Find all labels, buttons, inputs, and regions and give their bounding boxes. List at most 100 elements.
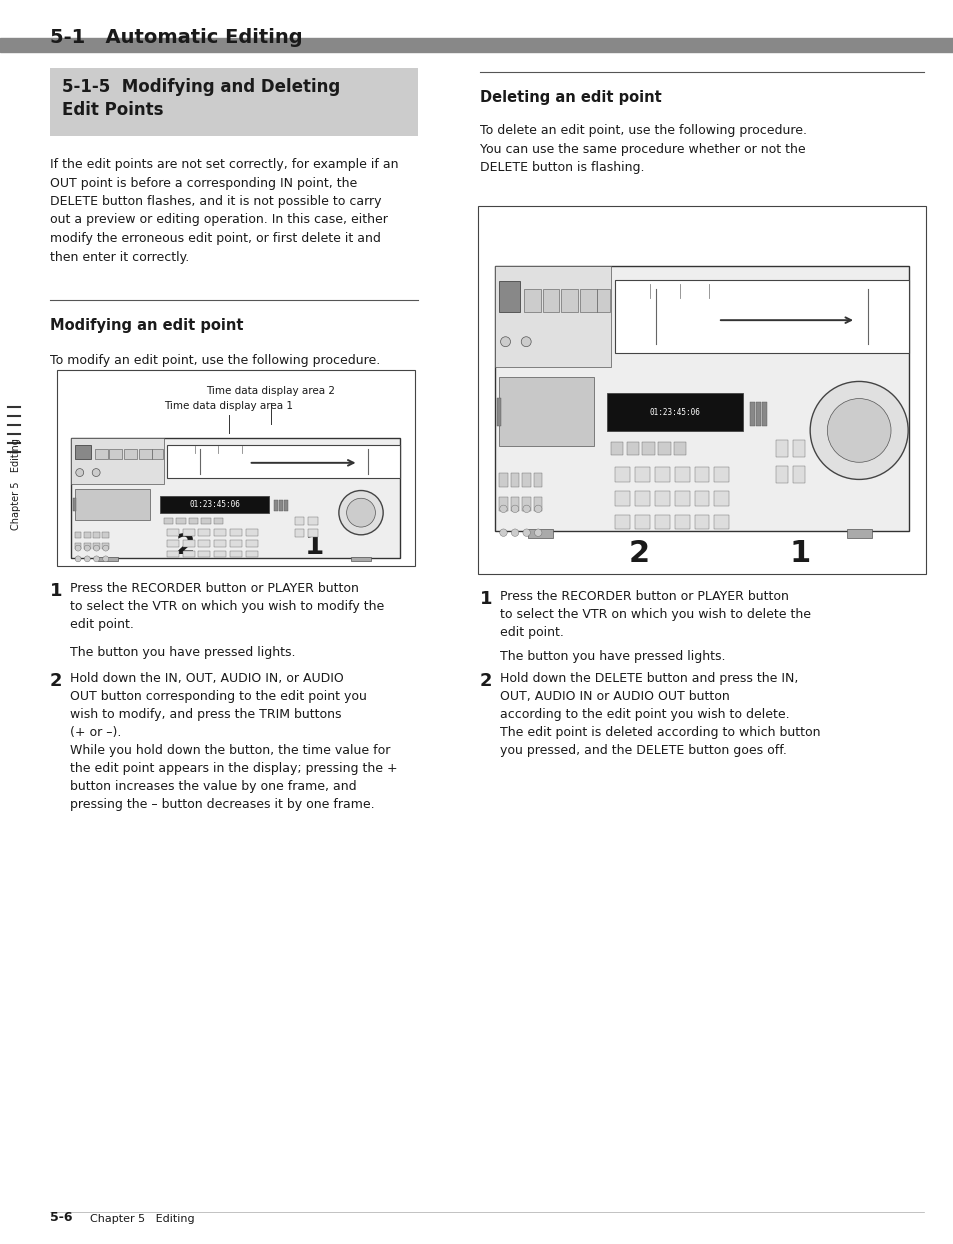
Text: 5-6: 5-6 (50, 1210, 72, 1224)
Bar (308, 516, 317, 525)
Bar (71, 438, 400, 559)
Bar (615, 280, 908, 353)
Bar (230, 529, 242, 536)
Bar (792, 439, 803, 457)
Text: Deleting an edit point: Deleting an edit point (479, 90, 661, 104)
Bar (694, 468, 709, 481)
Circle shape (499, 505, 507, 513)
Circle shape (75, 556, 81, 562)
Bar (761, 402, 766, 425)
Bar (792, 466, 803, 484)
Circle shape (93, 556, 99, 562)
Text: 2: 2 (176, 532, 195, 560)
Bar (246, 551, 257, 557)
Bar (160, 496, 269, 513)
Circle shape (826, 398, 890, 463)
Bar (71, 438, 164, 484)
Bar (615, 491, 629, 505)
Bar (294, 516, 304, 525)
Text: To delete an edit point, use the following procedure.
You can use the same proce: To delete an edit point, use the followi… (479, 124, 806, 174)
Bar (139, 449, 152, 459)
Bar (201, 518, 211, 524)
Circle shape (522, 505, 530, 513)
Circle shape (103, 556, 109, 562)
Bar (74, 489, 151, 520)
Bar (167, 529, 178, 536)
Circle shape (75, 469, 84, 476)
Bar (167, 445, 400, 478)
Circle shape (511, 529, 518, 536)
Bar (641, 442, 654, 454)
Bar (498, 377, 594, 447)
Bar (93, 532, 100, 539)
Text: Hold down the DELETE button and press the IN,
OUT, AUDIO IN or AUDIO OUT button
: Hold down the DELETE button and press th… (499, 672, 798, 722)
Circle shape (499, 529, 507, 536)
Bar (674, 515, 689, 530)
Bar (497, 398, 500, 425)
Bar (50, 68, 417, 136)
Bar (57, 369, 415, 566)
Text: To modify an edit point, use the following procedure.: To modify an edit point, use the followi… (50, 355, 380, 367)
Circle shape (84, 556, 91, 562)
Bar (673, 442, 685, 454)
Bar (498, 473, 507, 488)
Bar (278, 500, 282, 510)
Bar (198, 551, 210, 557)
Bar (523, 290, 540, 311)
Circle shape (93, 545, 99, 551)
Bar (214, 551, 226, 557)
Circle shape (534, 505, 541, 513)
Bar (714, 515, 728, 530)
Circle shape (92, 469, 100, 476)
Circle shape (534, 529, 541, 536)
Bar (615, 515, 629, 530)
Bar (183, 529, 194, 536)
Bar (610, 442, 622, 454)
Text: 1: 1 (479, 590, 492, 608)
Bar (615, 468, 629, 481)
Bar (124, 449, 137, 459)
Text: Modifying an edit point: Modifying an edit point (50, 318, 243, 333)
Bar (198, 529, 210, 536)
Bar (534, 496, 542, 511)
Circle shape (346, 499, 375, 527)
Circle shape (500, 337, 510, 347)
Text: Press the RECORDER button or PLAYER button
to select the VTR on which you wish t: Press the RECORDER button or PLAYER butt… (499, 590, 810, 639)
Bar (534, 473, 542, 488)
Bar (214, 529, 226, 536)
Bar (477, 207, 925, 573)
Bar (528, 529, 553, 539)
Text: If the edit points are not set correctly, for example if an
OUT point is before : If the edit points are not set correctly… (50, 158, 398, 264)
Bar (596, 290, 610, 311)
Circle shape (103, 545, 109, 551)
Bar (189, 518, 198, 524)
Bar (73, 498, 75, 510)
Bar (694, 515, 709, 530)
Bar (230, 551, 242, 557)
Text: Time data display area 2: Time data display area 2 (206, 386, 335, 396)
Circle shape (75, 545, 81, 551)
Bar (694, 491, 709, 505)
Bar (102, 542, 109, 549)
Circle shape (809, 382, 907, 479)
Bar (102, 532, 109, 539)
Bar (714, 491, 728, 505)
Text: The button you have pressed lights.: The button you have pressed lights. (499, 651, 724, 663)
Bar (74, 542, 81, 549)
Text: 01:23:45:06: 01:23:45:06 (189, 500, 240, 509)
Bar (110, 449, 122, 459)
Bar (776, 466, 787, 484)
Bar (167, 540, 178, 546)
Text: 5-1   Automatic Editing: 5-1 Automatic Editing (50, 29, 302, 47)
Bar (542, 290, 558, 311)
Bar (654, 468, 669, 481)
Text: 2: 2 (50, 672, 63, 690)
Bar (74, 445, 91, 459)
Bar (654, 491, 669, 505)
Bar (246, 540, 257, 546)
Text: 01:23:45:06: 01:23:45:06 (649, 408, 700, 417)
Bar (164, 518, 173, 524)
Bar (749, 402, 754, 425)
Bar (674, 491, 689, 505)
Bar (351, 557, 371, 561)
